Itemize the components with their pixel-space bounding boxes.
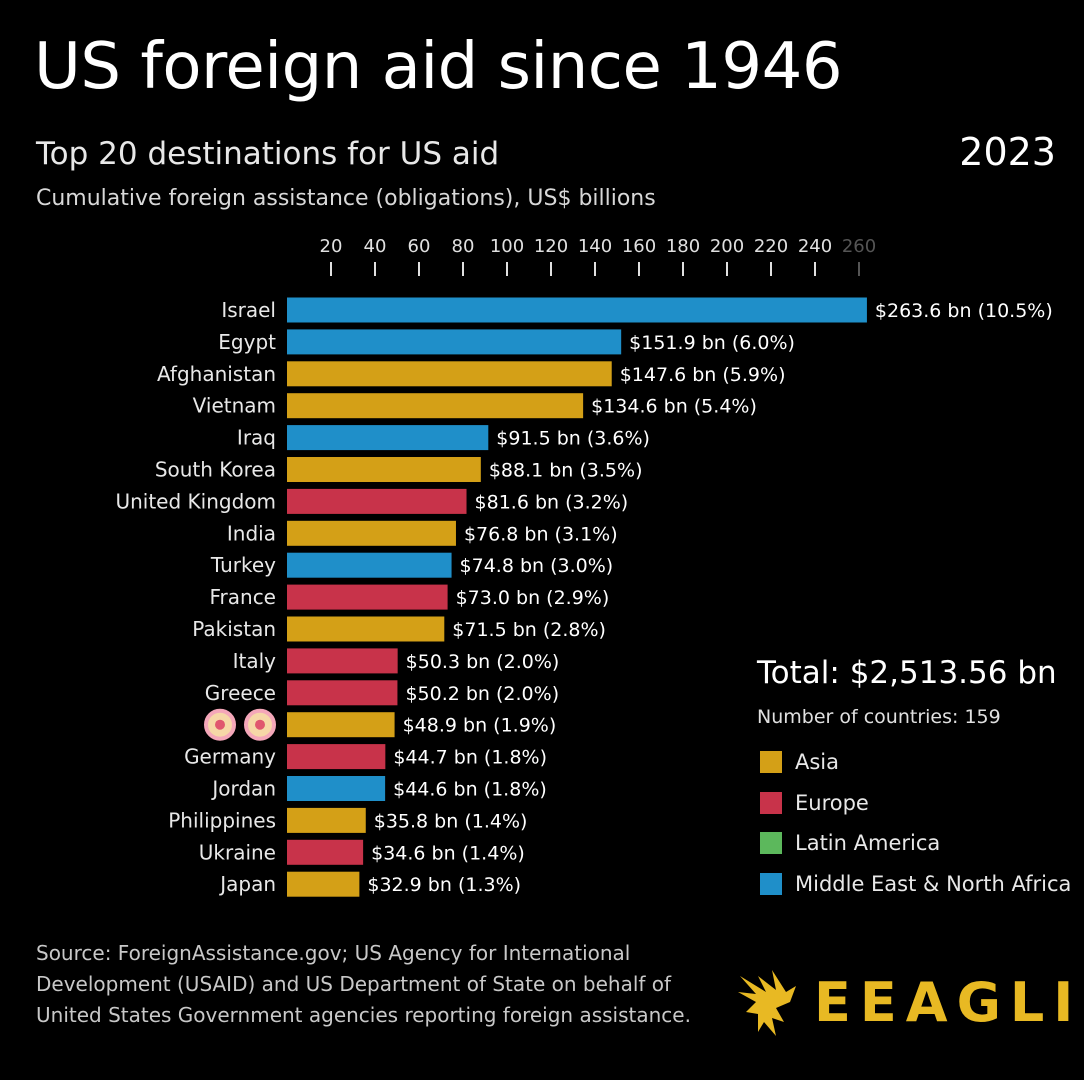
country-count: Number of countries: 159 xyxy=(757,706,1001,728)
logo-wordmark: EEAGLI xyxy=(814,970,1083,1034)
bar xyxy=(287,361,612,387)
x-tick-label: 180 xyxy=(666,236,700,257)
bar xyxy=(287,488,467,514)
bar xyxy=(287,520,456,546)
category-label: Jordan xyxy=(210,777,276,801)
eagle-icon xyxy=(738,970,796,1036)
x-tick-label: 140 xyxy=(578,236,612,257)
year-label: 2023 xyxy=(959,130,1056,174)
bar xyxy=(287,648,398,674)
legend-item-europe: Europe xyxy=(760,783,1071,824)
bar xyxy=(287,552,452,578)
legend: Asia Europe Latin America Middle East & … xyxy=(760,742,1071,904)
bar xyxy=(287,839,364,865)
x-tick-label: 80 xyxy=(452,236,475,257)
category-label: Egypt xyxy=(218,330,276,354)
bar xyxy=(287,871,360,897)
legend-label: Europe xyxy=(795,790,869,815)
category-label: Greece xyxy=(205,681,276,705)
x-tick-label: 100 xyxy=(490,236,524,257)
legend-swatch xyxy=(760,751,782,774)
legend-item-latin-america: Latin America xyxy=(760,823,1071,864)
legend-swatch xyxy=(760,791,782,814)
x-tick-label: 160 xyxy=(622,236,656,257)
value-label: $88.1 bn (3.5%) xyxy=(489,460,643,482)
value-label: $48.9 bn (1.9%) xyxy=(403,715,557,737)
x-tick-label: 240 xyxy=(798,236,832,257)
value-label: $44.6 bn (1.8%) xyxy=(393,779,547,801)
legend-label: Asia xyxy=(795,750,840,775)
value-label: $91.5 bn (3.6%) xyxy=(496,428,650,450)
x-tick-label: 120 xyxy=(534,236,568,257)
bar xyxy=(287,393,584,419)
value-label: $74.8 bn (3.0%) xyxy=(460,555,614,577)
heart-icon xyxy=(255,719,265,730)
bar xyxy=(287,680,398,706)
value-label: $44.7 bn (1.8%) xyxy=(393,747,547,769)
value-label: $34.6 bn (1.4%) xyxy=(371,842,525,864)
category-label: Germany xyxy=(184,745,276,769)
category-label: India xyxy=(227,521,276,545)
category-label: Ukraine xyxy=(199,840,276,864)
total-label: Total: $2,513.56 bn xyxy=(757,655,1057,691)
bar xyxy=(287,329,622,355)
bar xyxy=(287,425,489,451)
x-tick-label: 20 xyxy=(320,236,343,257)
value-label: $50.3 bn (2.0%) xyxy=(406,651,560,673)
value-label: $71.5 bn (2.8%) xyxy=(452,619,606,641)
category-label: United Kingdom xyxy=(115,489,276,513)
chart-subtitle: Top 20 destinations for US aid xyxy=(36,136,500,172)
category-label: Turkey xyxy=(210,553,276,577)
category-label: Iraq xyxy=(237,426,276,450)
category-label: Italy xyxy=(233,649,277,673)
category-label: Philippines xyxy=(168,808,276,832)
value-label: $32.9 bn (1.3%) xyxy=(367,874,521,896)
bar xyxy=(287,776,386,801)
value-label: $81.6 bn (3.2%) xyxy=(475,491,629,513)
category-label: Israel xyxy=(221,298,276,322)
source-note: Source: ForeignAssistance.gov; US Agency… xyxy=(36,941,691,1027)
category-label: Japan xyxy=(218,872,276,896)
legend-item-asia: Asia xyxy=(760,742,1071,783)
x-tick-label: 60 xyxy=(408,236,431,257)
brand-logo: EEAGLI xyxy=(736,962,1082,1042)
x-tick-label: 260 xyxy=(842,236,876,257)
legend-item-middle-east: Middle East & North Africa xyxy=(760,864,1071,905)
bar xyxy=(287,744,386,770)
bar xyxy=(287,616,445,642)
category-label: France xyxy=(209,585,276,609)
legend-swatch xyxy=(760,832,782,855)
value-label: $35.8 bn (1.4%) xyxy=(374,810,528,832)
value-label: $50.2 bn (2.0%) xyxy=(405,683,559,705)
legend-swatch xyxy=(760,872,782,895)
value-label: $76.8 bn (3.1%) xyxy=(464,523,618,545)
category-label: Pakistan xyxy=(192,617,276,641)
legend-label: Middle East & North Africa xyxy=(795,871,1072,896)
x-tick-label: 200 xyxy=(710,236,744,257)
bar xyxy=(287,584,448,610)
category-label: South Korea xyxy=(155,458,276,482)
heart-icon xyxy=(215,719,225,730)
axis-caption: Cumulative foreign assistance (obligatio… xyxy=(36,186,656,211)
value-label: $151.9 bn (6.0%) xyxy=(629,332,795,354)
bar xyxy=(287,457,481,482)
sticker-icons xyxy=(204,708,276,741)
value-label: $73.0 bn (2.9%) xyxy=(456,587,610,609)
x-tick-label: 40 xyxy=(364,236,387,257)
bar xyxy=(287,807,366,833)
value-label: $134.6 bn (5.4%) xyxy=(591,396,757,418)
x-tick-label: 220 xyxy=(754,236,788,257)
bar xyxy=(287,712,395,738)
value-label: $263.6 bn (10.5%) xyxy=(875,300,1053,322)
category-label: Vietnam xyxy=(193,394,276,418)
chart-title: US foreign aid since 1946 xyxy=(34,30,843,104)
bar xyxy=(287,297,867,323)
legend-label: Latin America xyxy=(795,831,941,856)
category-label: Afghanistan xyxy=(157,362,276,386)
value-label: $147.6 bn (5.9%) xyxy=(620,364,786,386)
bar-chart: 20 40 60 80 100 120 140 160 180 200 220 240 260 Israe… xyxy=(115,236,1053,897)
